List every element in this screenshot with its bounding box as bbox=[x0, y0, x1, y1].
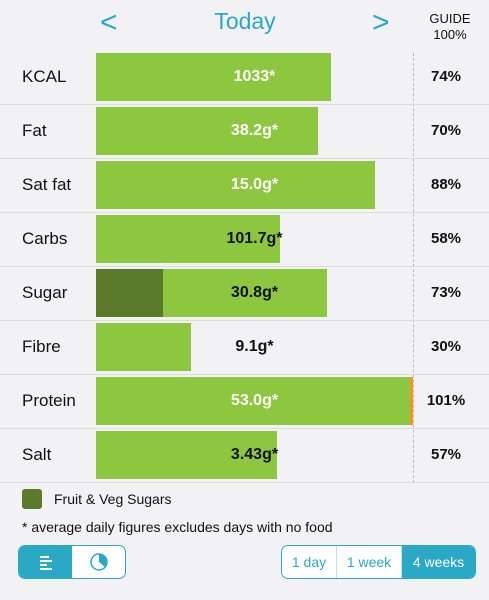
period-option[interactable]: 4 weeks bbox=[401, 546, 475, 578]
row-label: Fibre bbox=[22, 337, 61, 356]
row-percent: 88% bbox=[430, 176, 462, 193]
list-icon bbox=[39, 556, 52, 570]
row-percent: 74% bbox=[430, 68, 462, 85]
row-label: Salt bbox=[22, 445, 52, 464]
bar bbox=[96, 53, 331, 101]
row-amount: 101.7g* bbox=[226, 230, 283, 247]
chart-view-button[interactable] bbox=[72, 546, 125, 578]
row-separator bbox=[0, 320, 489, 321]
row-amount: 15.0g* bbox=[230, 176, 279, 193]
row-separator bbox=[0, 266, 489, 267]
row-percent: 73% bbox=[430, 284, 462, 301]
row-separator bbox=[0, 104, 489, 105]
row-label: Sugar bbox=[22, 283, 68, 302]
list-view-button[interactable] bbox=[19, 546, 72, 578]
bar bbox=[96, 161, 375, 209]
period-option[interactable]: 1 week bbox=[336, 546, 401, 578]
row-separator bbox=[0, 212, 489, 213]
row-percent: 30% bbox=[430, 338, 462, 355]
row-percent: 57% bbox=[430, 446, 462, 463]
footnote: * average daily figures excludes days wi… bbox=[22, 519, 333, 535]
bar bbox=[96, 323, 192, 371]
prev-button[interactable]: < bbox=[100, 6, 118, 39]
row-label: Carbs bbox=[22, 229, 68, 248]
bar bbox=[96, 215, 280, 263]
legend-swatch bbox=[22, 489, 42, 509]
row-amount: 38.2g* bbox=[230, 122, 279, 139]
title: Today bbox=[214, 8, 276, 34]
row-separator bbox=[0, 482, 489, 483]
row-label: Sat fat bbox=[22, 175, 72, 194]
row-percent: 58% bbox=[430, 230, 462, 247]
view-toggle bbox=[18, 545, 126, 579]
row-separator bbox=[0, 158, 489, 159]
over-guide-mark bbox=[410, 377, 413, 425]
row-amount: 30.8g* bbox=[230, 284, 279, 301]
bar bbox=[96, 107, 318, 155]
period-selector: 1 day 1 week 4 weeks bbox=[281, 545, 476, 579]
legend-label: Fruit & Veg Sugars bbox=[54, 491, 172, 507]
row-percent: 70% bbox=[430, 122, 462, 139]
guide-line bbox=[413, 53, 414, 483]
row-label: Fat bbox=[22, 121, 47, 140]
row-amount: 9.1g* bbox=[235, 338, 274, 355]
pie-icon bbox=[89, 553, 108, 571]
row-amount: 3.43g* bbox=[230, 446, 279, 463]
next-button[interactable]: > bbox=[372, 6, 390, 39]
bar bbox=[96, 431, 277, 479]
period-option[interactable]: 1 day bbox=[282, 546, 336, 578]
row-percent: 101% bbox=[426, 392, 466, 409]
row-amount: 1033* bbox=[233, 68, 276, 85]
guide-label: GUIDE bbox=[429, 11, 471, 26]
row-separator bbox=[0, 374, 489, 375]
fruit-veg-bar bbox=[96, 269, 163, 317]
bar bbox=[96, 377, 413, 425]
row-separator bbox=[0, 428, 489, 429]
row-label: Protein bbox=[22, 391, 76, 410]
guide-value: 100% bbox=[433, 27, 467, 42]
row-amount: 53.0g* bbox=[230, 392, 279, 409]
row-label: KCAL bbox=[22, 67, 67, 86]
